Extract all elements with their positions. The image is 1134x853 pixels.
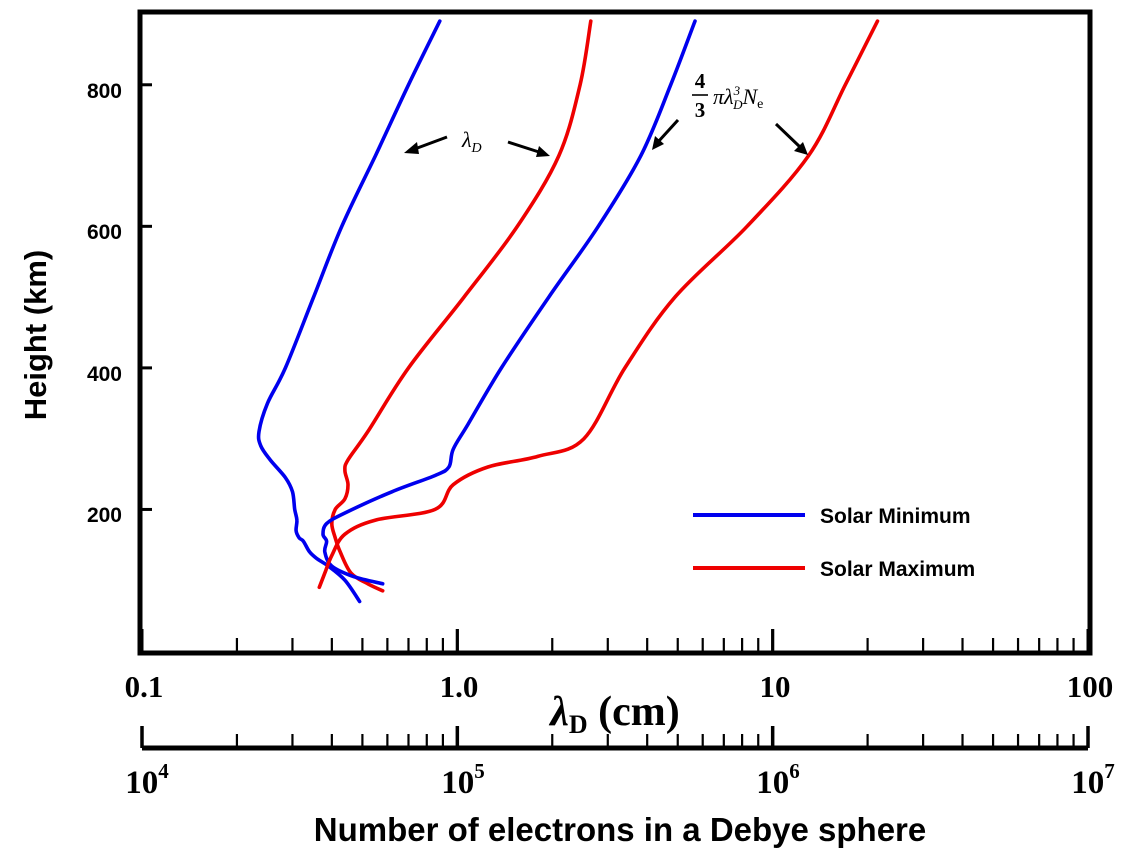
arrowhead-icon — [404, 142, 419, 154]
arrowhead-icon — [536, 146, 550, 157]
x2-tick-base: 10 — [441, 765, 474, 801]
x2-axis-label: Number of electrons in a Debye sphere — [314, 811, 927, 848]
solar-maximum-electrons-line — [317, 19, 880, 590]
y-tick-label: 200 — [87, 504, 122, 527]
expr-sup: 3 — [733, 83, 741, 98]
lambda-arrow-right — [507, 140, 543, 155]
arrowhead-icon — [794, 142, 808, 155]
legend: Solar Minimum Solar Maximum — [693, 505, 975, 581]
fraction-numerator: 4 — [695, 69, 706, 93]
number-arrow-left — [656, 118, 680, 144]
secondary-x-axis — [140, 726, 1090, 751]
expr-N: N — [741, 84, 758, 109]
x2-tick-label: 106 — [756, 759, 800, 801]
y-tick-label: 800 — [87, 80, 122, 103]
series-group — [256, 19, 880, 604]
x2-tick-exponent: 7 — [1104, 759, 1115, 783]
solar-maximum-lambda-line — [330, 19, 593, 593]
solar-minimum-lambda-line — [256, 19, 442, 604]
solar-minimum-electrons-line — [321, 19, 697, 586]
x-axis-label-symbol: λ — [548, 689, 569, 735]
number-annotation-expression: πλ3 DNe — [713, 83, 763, 112]
y-ticks — [140, 83, 152, 511]
fraction-denominator: 3 — [695, 98, 706, 122]
x-axis-label-subscript: D — [569, 710, 588, 739]
lambda-annotation-symbol: λ — [461, 127, 472, 152]
y-tick-label: 400 — [87, 363, 122, 386]
x-axis-label-unit: (cm) — [588, 689, 680, 735]
x-axis-label: λD (cm) — [548, 689, 680, 739]
x2-tick-label: 107 — [1071, 759, 1115, 801]
x-tick-label: 1.0 — [440, 669, 479, 704]
lambda-annotation-label: λD — [461, 127, 482, 156]
arrowhead-icon — [652, 136, 664, 150]
expr-pi: π — [713, 84, 725, 109]
x2-tick-base: 10 — [1071, 765, 1104, 801]
x-tick-label: 0.1 — [125, 669, 164, 704]
x2-tick-base: 10 — [756, 765, 789, 801]
expr-N-sub: e — [757, 97, 763, 112]
number-annotation: 4 3 πλ3 DNe — [652, 69, 808, 155]
x2-tick-label: 105 — [441, 759, 485, 801]
lambda-annotation-sub: D — [471, 141, 482, 156]
x-tick-label: 100 — [1067, 669, 1114, 704]
expr-lambda: λ — [723, 84, 734, 109]
number-arrow-right — [774, 122, 802, 149]
x2-tick-exponent: 4 — [158, 759, 169, 783]
x2-tick-base: 10 — [125, 765, 158, 801]
lambda-annotation: λD — [404, 127, 550, 157]
x-ticks — [140, 629, 1090, 653]
x2-tick-exponent: 6 — [789, 759, 800, 783]
plot-frame — [137, 9, 1093, 656]
legend-label-solar-minimum: Solar Minimum — [820, 505, 971, 528]
x-tick-label: 10 — [760, 669, 791, 704]
legend-label-solar-maximum: Solar Maximum — [820, 558, 975, 581]
y-tick-label: 600 — [87, 221, 122, 244]
x2-tick-exponent: 5 — [474, 759, 485, 783]
x2-tick-label: 104 — [125, 759, 169, 801]
y-axis-label: Height (km) — [18, 250, 53, 421]
expr-sub: D — [732, 97, 743, 112]
